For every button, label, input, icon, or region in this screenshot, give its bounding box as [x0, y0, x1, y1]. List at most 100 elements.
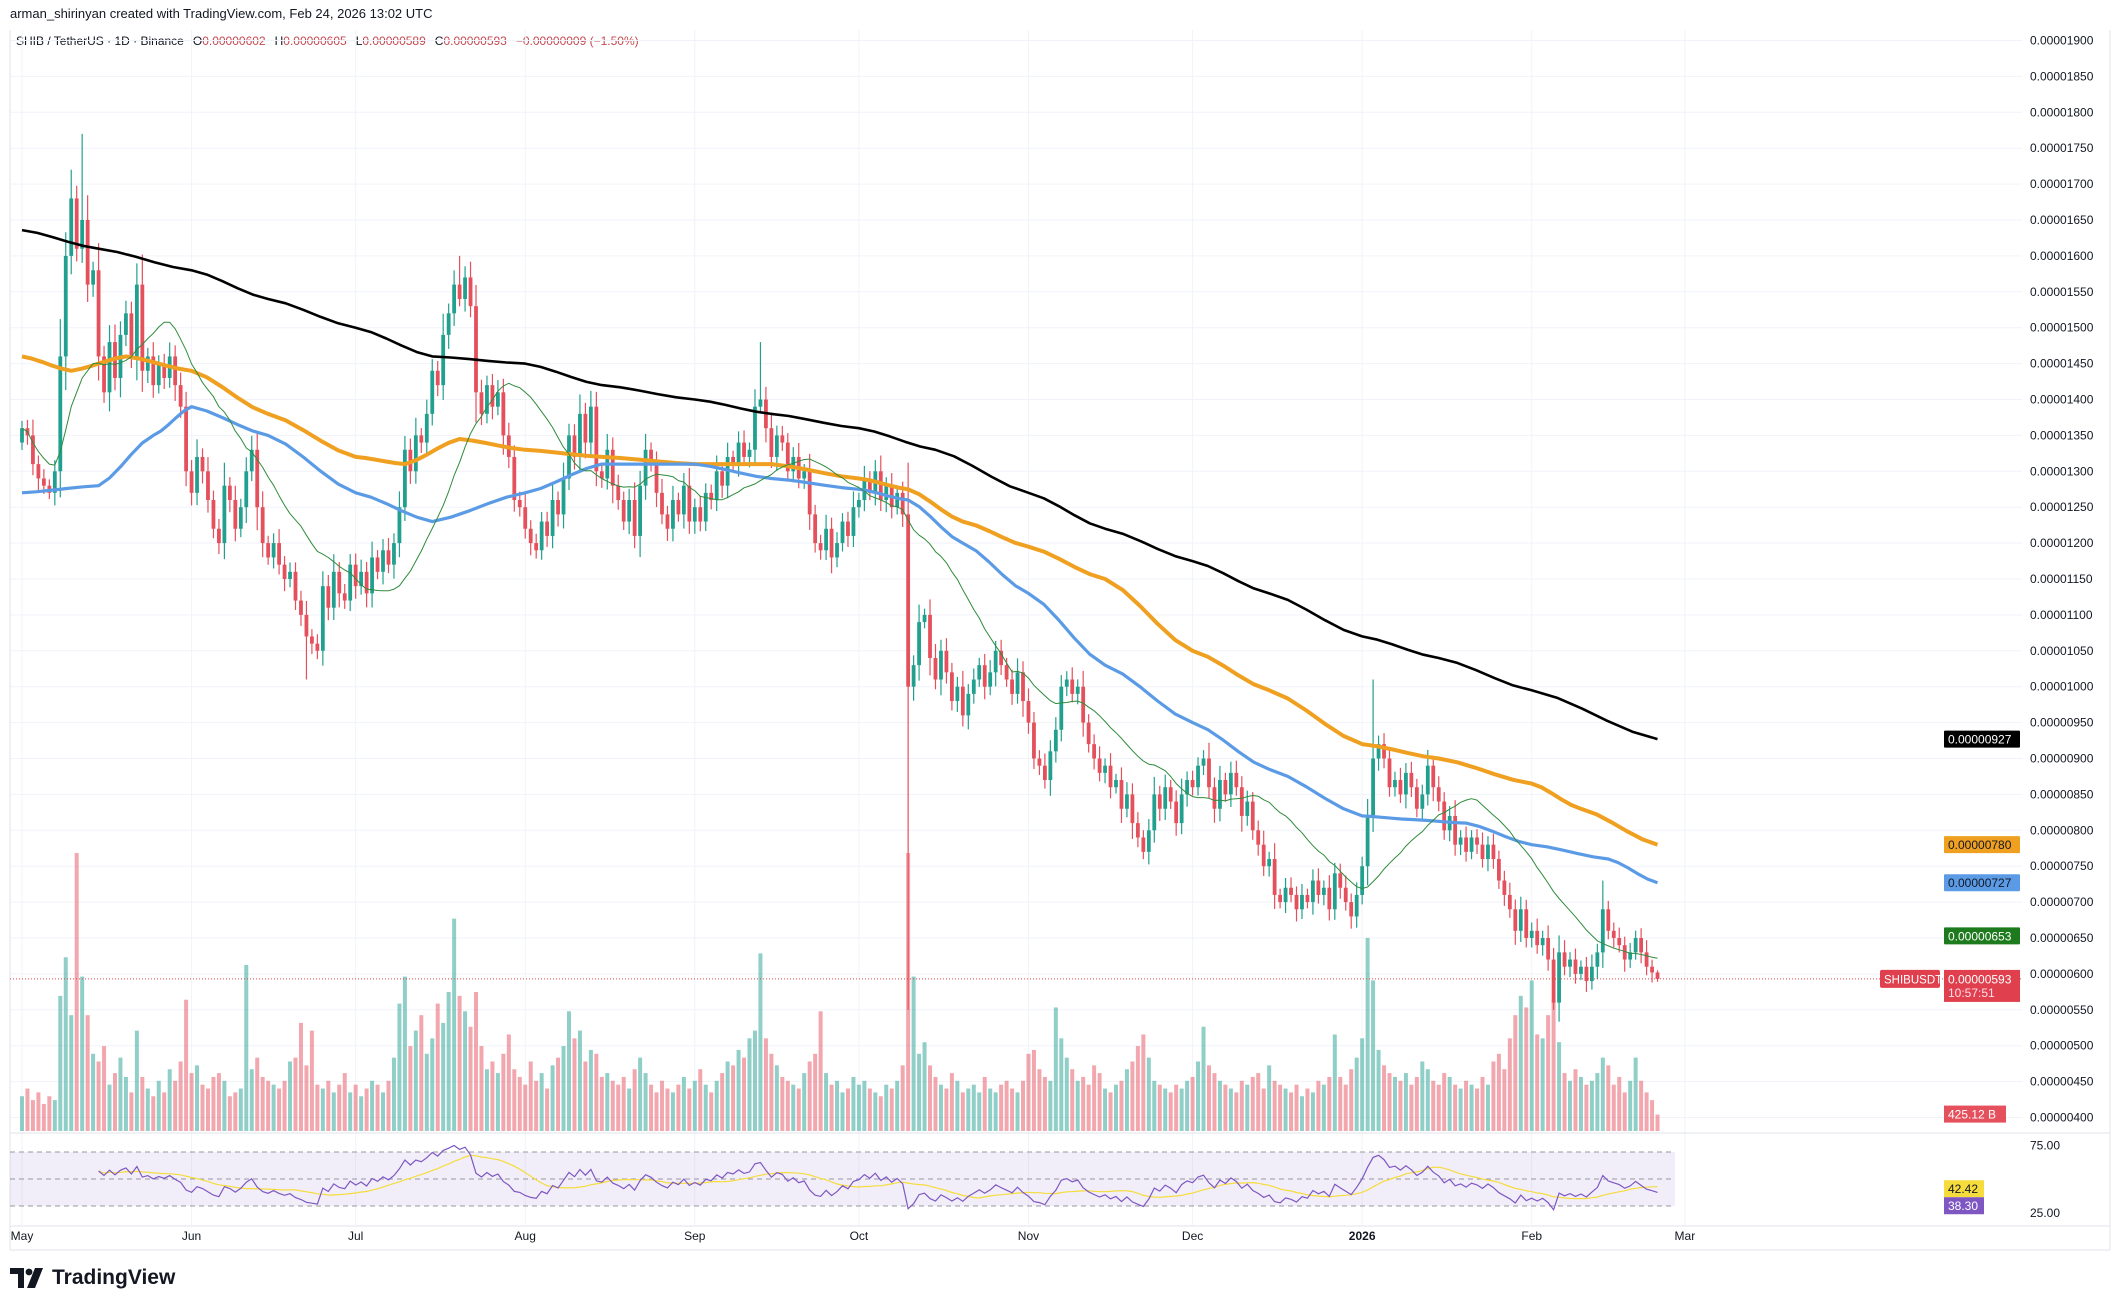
candle-body — [1633, 938, 1638, 953]
candle-body — [692, 507, 697, 522]
volume-bar — [982, 1076, 987, 1131]
volume-bar — [862, 1080, 867, 1131]
candle-body — [1486, 844, 1490, 860]
volume-bar — [845, 1088, 850, 1131]
volume-tag: 425.12 B — [1948, 1108, 1996, 1122]
volume-bar — [873, 1092, 878, 1131]
candle-body — [1513, 909, 1518, 931]
candle-body — [1442, 801, 1447, 831]
volume-bar — [320, 1088, 325, 1131]
volume-bar — [1469, 1084, 1474, 1131]
volume-bar — [1141, 1034, 1146, 1131]
volume-bar — [102, 1046, 107, 1131]
volume-bar — [878, 1096, 883, 1131]
volume-bar — [840, 1092, 845, 1131]
volume-bar — [1360, 1038, 1365, 1131]
volume-bar — [572, 1038, 577, 1131]
volume-bar — [1507, 1038, 1512, 1131]
volume-bar — [309, 1030, 314, 1131]
volume-bar — [1278, 1084, 1283, 1131]
volume-bar — [605, 1073, 610, 1131]
volume-bar — [1650, 1100, 1655, 1131]
candle-body — [977, 665, 982, 680]
candle-body — [906, 514, 911, 687]
candle-body — [1114, 780, 1118, 788]
candle-body — [599, 471, 604, 479]
tradingview-logo[interactable]: TradingView — [10, 1266, 175, 1290]
volume-bar — [331, 1092, 336, 1131]
candle-body — [649, 449, 653, 465]
price-tick-label: 0.00000500 — [2030, 1039, 2094, 1053]
candle-body — [129, 313, 134, 357]
volume-bar — [1453, 1084, 1458, 1131]
rsi-ma-value-tag: 42.42 — [1948, 1182, 1978, 1196]
candle-body — [807, 471, 812, 515]
candle-body — [900, 492, 905, 515]
candle-body — [381, 550, 385, 572]
candle-body — [1250, 801, 1255, 831]
volume-bar — [1606, 1065, 1611, 1131]
ma20-value-tag-bg — [1944, 927, 2020, 945]
volume-bar — [1245, 1084, 1250, 1131]
time-tick-label: Oct — [850, 1229, 869, 1243]
candle-body — [386, 550, 391, 565]
candle-body — [156, 363, 161, 386]
candle-body — [206, 471, 210, 501]
candle-body — [162, 363, 167, 378]
candle-body — [200, 456, 205, 472]
rsi-pane[interactable] — [10, 1144, 1675, 1211]
price-tick-label: 0.00000950 — [2030, 716, 2094, 730]
volume-bar — [1518, 995, 1523, 1131]
candle-body — [1168, 787, 1173, 802]
candle-body — [1475, 837, 1479, 845]
volume-bar — [205, 1088, 210, 1131]
candle-body — [227, 485, 232, 501]
candle-body — [1398, 780, 1403, 795]
volume-bar — [681, 1076, 686, 1131]
candle-body — [1349, 902, 1354, 917]
volume-bar — [960, 1092, 965, 1131]
volume-bar — [1382, 1065, 1387, 1131]
candle-body — [1119, 780, 1124, 809]
candle-body — [1546, 938, 1551, 960]
volume-bar — [1157, 1084, 1162, 1131]
volume-bar — [829, 1084, 834, 1131]
volume-bar — [1628, 1080, 1633, 1131]
volume-bar — [1644, 1092, 1649, 1131]
volume-bar — [1431, 1080, 1436, 1131]
tradingview-logo-icon — [10, 1268, 43, 1288]
candle-body — [561, 478, 566, 515]
volume-bar — [523, 1084, 528, 1131]
candle-body — [1338, 873, 1343, 888]
volume-bar — [1376, 1049, 1381, 1131]
candle-body — [145, 356, 150, 371]
volume-bar — [556, 1057, 561, 1131]
candle-body — [1595, 952, 1600, 967]
candle-body — [1201, 758, 1206, 766]
candle-body — [85, 220, 90, 285]
candle-body — [1278, 894, 1282, 903]
candle-body — [107, 342, 112, 393]
price-tag-value: 0.00000593 — [1948, 972, 2012, 986]
volume-bar — [1447, 1076, 1452, 1131]
candle-body — [681, 485, 686, 515]
candle-body — [1125, 794, 1129, 809]
volume-bar — [1562, 1073, 1567, 1131]
volume-bar — [293, 1057, 298, 1131]
volume-bar — [1305, 1088, 1310, 1131]
gridlines — [9, 30, 2111, 1251]
candle-body — [1086, 722, 1091, 745]
volume-bar — [1524, 1007, 1529, 1131]
volume-bar — [495, 1073, 500, 1131]
candle-body — [1097, 758, 1102, 773]
candle-body — [550, 500, 555, 536]
volume-bar — [167, 1069, 172, 1131]
candle-body — [140, 284, 145, 371]
volume-bar — [709, 1092, 714, 1131]
volume-bar — [211, 1076, 216, 1131]
volume-bar — [52, 1100, 57, 1131]
volume-bar — [1124, 1069, 1129, 1131]
time-tick-label: Dec — [1182, 1229, 1203, 1243]
volume-bar — [441, 1022, 446, 1131]
